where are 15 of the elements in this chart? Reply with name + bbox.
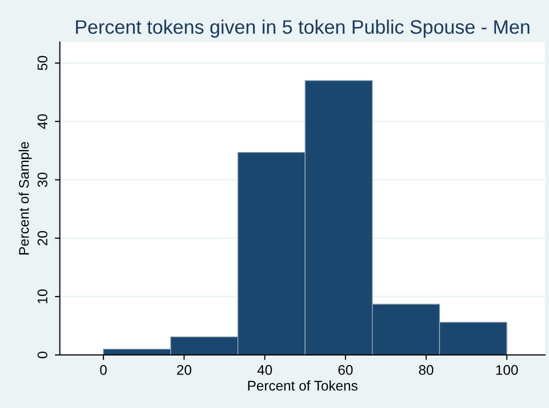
- y-tick-label: 40: [38, 114, 48, 129]
- y-axis-title: Percent of Sample: [18, 142, 32, 254]
- x-tick-label: 40: [257, 365, 272, 375]
- y-tick-label: 10: [38, 289, 48, 304]
- x-tick-label: 20: [177, 365, 192, 375]
- y-tick-label: 20: [38, 231, 48, 246]
- x-tick-label: 0: [100, 365, 107, 375]
- y-tick-label: 30: [38, 172, 48, 188]
- y-tick-label: 50: [38, 56, 48, 70]
- y-tick-label: 0: [38, 352, 48, 358]
- x-tick-label: 80: [419, 365, 434, 375]
- x-tick-label: 100: [496, 365, 518, 375]
- x-axis-title: Percent of Tokens: [248, 380, 358, 391]
- chart-title: Percent tokens given in 5 token Public Spouse - Men: [76, 20, 530, 38]
- x-tick-label: 60: [338, 365, 353, 375]
